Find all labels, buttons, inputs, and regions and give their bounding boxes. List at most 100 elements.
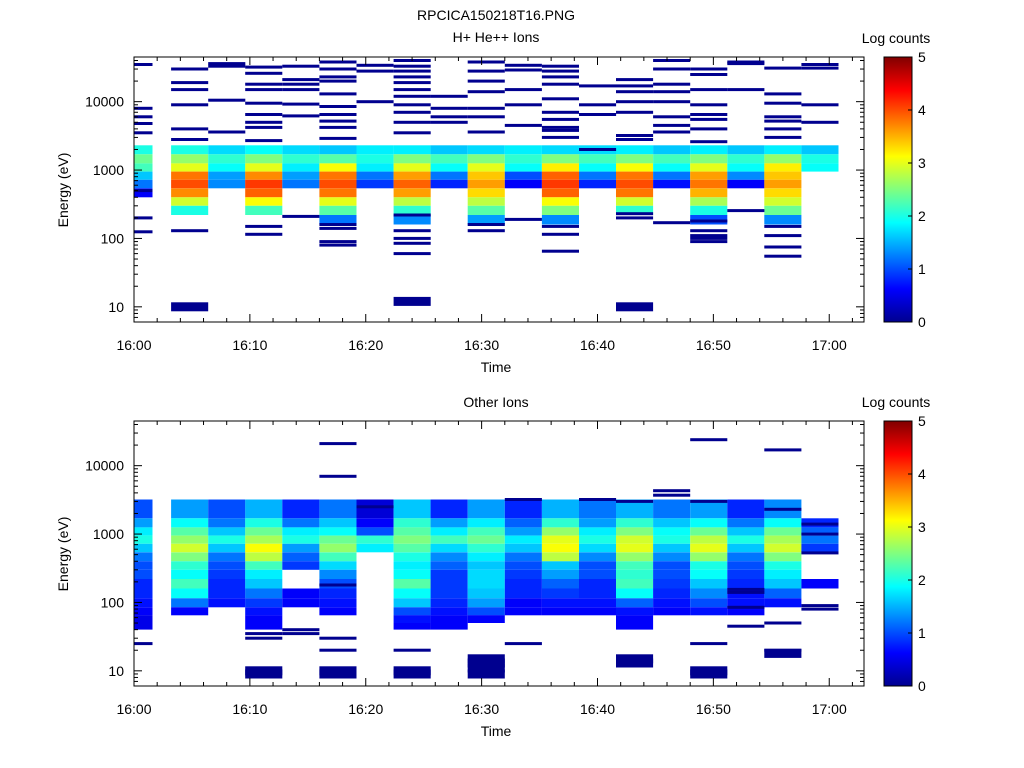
count-line xyxy=(541,224,579,228)
spectrogram-cell xyxy=(208,579,246,589)
spectrogram-cell xyxy=(579,535,617,544)
spectrogram-cell xyxy=(653,171,691,180)
count-line xyxy=(319,583,357,587)
spectrogram-cell xyxy=(579,179,617,189)
spectrogram-cell xyxy=(616,197,654,206)
spectrogram-cell xyxy=(690,179,728,189)
spectrogram-cell xyxy=(690,145,728,155)
count-line xyxy=(801,63,839,66)
spectrogram-cell xyxy=(208,569,246,579)
spectrogram-cell xyxy=(245,145,283,155)
count-line xyxy=(282,82,320,86)
spectrogram-cell xyxy=(134,535,153,544)
count-line xyxy=(727,590,765,594)
spectrogram-cell xyxy=(801,145,839,155)
colorbar-tick-label: 0 xyxy=(918,678,926,694)
spectrogram-cell xyxy=(467,543,505,553)
spectrogram-cell xyxy=(319,197,357,206)
count-line xyxy=(171,127,209,131)
count-line xyxy=(801,120,839,124)
count-line xyxy=(541,125,579,129)
spectrogram-cell xyxy=(393,499,431,519)
spectrogram-cell xyxy=(801,163,839,172)
count-line xyxy=(801,532,839,536)
spectrogram-cell xyxy=(393,163,431,172)
count-line xyxy=(134,230,153,234)
spectrogram-cell xyxy=(467,188,505,198)
spectrogram-cell xyxy=(430,543,468,553)
spectrogram-cell xyxy=(134,598,153,608)
count-line xyxy=(616,302,654,312)
spectrogram-cell xyxy=(764,535,802,544)
count-line xyxy=(764,234,802,238)
spectrogram-cell xyxy=(319,561,357,570)
count-line xyxy=(727,62,765,66)
y-tick-label: 1000 xyxy=(93,162,124,178)
spectrogram-cell xyxy=(319,205,357,215)
count-line xyxy=(319,240,357,244)
count-line xyxy=(208,98,246,102)
spectrogram-cell xyxy=(245,598,283,608)
y-tick-label: 10 xyxy=(108,299,124,315)
spectrogram-cell xyxy=(393,197,431,206)
spectrogram-cell xyxy=(171,205,209,215)
x-tick-label: 16:00 xyxy=(116,701,151,717)
count-line xyxy=(319,442,357,446)
count-line xyxy=(393,75,431,79)
spectrogram-cell xyxy=(171,579,209,589)
count-line xyxy=(764,66,802,70)
spectrogram-cell xyxy=(504,518,542,528)
x-tick-label: 16:20 xyxy=(348,337,383,353)
spectrogram-cell xyxy=(430,145,468,155)
count-line xyxy=(393,94,431,98)
count-line xyxy=(467,229,505,233)
spectrogram-cell xyxy=(393,588,431,599)
count-line xyxy=(764,448,802,452)
spectrogram-cell xyxy=(319,518,357,528)
count-line xyxy=(616,134,654,137)
x-tick-label: 16:40 xyxy=(580,337,615,353)
spectrogram-cell xyxy=(616,163,654,172)
count-line xyxy=(134,115,153,119)
spectrogram-cell xyxy=(764,145,802,155)
spectrogram-cell xyxy=(801,543,839,553)
spectrogram-cell xyxy=(727,552,765,562)
spectrogram-cell xyxy=(616,171,654,180)
spectrogram-cell xyxy=(208,518,246,528)
y-axis-label: Energy (eV) xyxy=(55,153,71,228)
count-line xyxy=(171,88,209,92)
spectrogram-cell xyxy=(616,205,654,215)
y-tick-label: 10000 xyxy=(85,458,124,474)
colorbar-tick-label: 5 xyxy=(918,413,926,429)
count-line xyxy=(171,138,209,141)
count-line xyxy=(245,65,283,69)
count-line xyxy=(467,658,505,668)
spectrogram-cell xyxy=(393,145,431,155)
count-line xyxy=(653,82,691,86)
colorbar-tick-label: 2 xyxy=(918,208,926,224)
spectrogram-cell xyxy=(245,588,283,599)
spectrogram-cell xyxy=(727,527,765,536)
spectrogram-cell xyxy=(282,171,320,180)
count-line xyxy=(393,120,431,124)
spectrogram-cell xyxy=(727,561,765,570)
spectrogram-cell xyxy=(245,543,283,553)
count-line xyxy=(653,489,691,493)
count-line xyxy=(764,135,802,139)
count-line xyxy=(245,669,283,679)
count-line xyxy=(541,97,579,101)
spectrogram-cell xyxy=(579,499,617,519)
x-tick-label: 16:30 xyxy=(464,701,499,717)
spectrogram-cell xyxy=(134,552,153,562)
count-line xyxy=(727,624,765,628)
spectrogram-cell xyxy=(171,171,209,180)
spectrogram-cell xyxy=(616,552,654,562)
count-line xyxy=(690,234,728,238)
count-line xyxy=(764,507,802,511)
spectrogram-cell xyxy=(616,561,654,570)
spectrogram-cell xyxy=(467,561,505,570)
spectrogram-cell xyxy=(430,615,468,623)
count-line xyxy=(245,113,283,116)
spectrogram-cell xyxy=(504,154,542,164)
spectrogram-cell xyxy=(690,588,728,599)
